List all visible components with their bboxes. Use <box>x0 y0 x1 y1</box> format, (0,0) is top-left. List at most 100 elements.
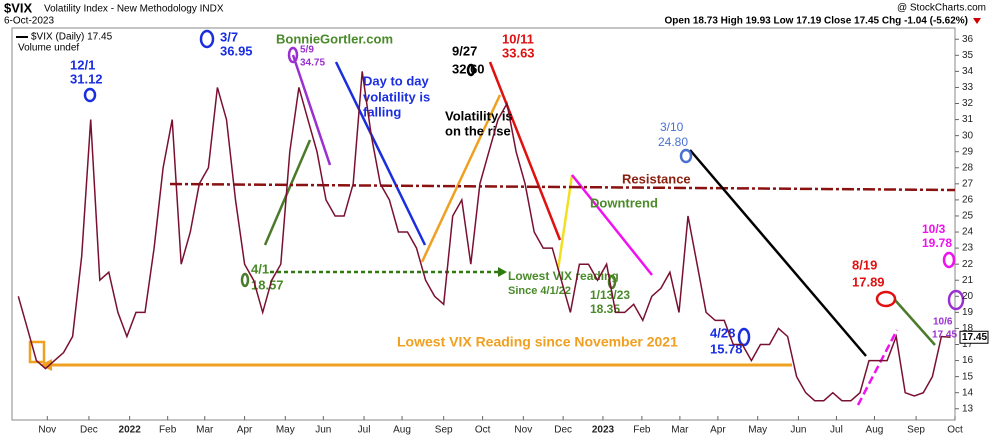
x-tick-label: Sep <box>435 425 453 436</box>
y-tick-label: 16 <box>962 355 974 366</box>
x-tick-label: Aug <box>393 425 411 436</box>
annotation: 8/19 <box>852 257 877 272</box>
annotation: Downtrend <box>590 195 658 210</box>
y-tick-label: 35 <box>962 50 974 61</box>
annotation: Resistance <box>622 171 691 186</box>
x-tick-label: Jul <box>358 425 371 436</box>
volume-label: Volume undef <box>18 43 79 54</box>
y-tick-label: 21 <box>962 275 974 286</box>
circle <box>947 289 965 311</box>
x-tick-label: Jun <box>315 425 331 436</box>
annotation: 33.63 <box>502 45 535 60</box>
circle <box>466 63 476 77</box>
arrow-head <box>40 359 52 371</box>
x-tick-label: Mar <box>671 425 689 436</box>
annotation: Volatility is <box>445 108 513 123</box>
y-tick-label: 25 <box>962 211 974 222</box>
y-tick-label: 28 <box>962 162 974 173</box>
annotation: Since 4/1/22 <box>508 285 571 297</box>
x-tick-label: 2022 <box>119 425 142 436</box>
annotation: 5/9 <box>300 45 314 56</box>
circle <box>83 87 97 103</box>
x-tick-label: Sep <box>907 425 925 436</box>
annotation: 3/7 <box>220 29 238 44</box>
annotation: BonnieGortler.com <box>276 31 393 46</box>
x-tick-label: Mar <box>196 425 214 436</box>
x-tick-label: Dec <box>554 425 572 436</box>
annotation: 12/1 <box>70 57 95 72</box>
annotation: Lowest VIX reading <box>508 269 619 283</box>
annotation-lines <box>28 54 956 406</box>
annotation: 4/28 <box>710 325 735 340</box>
circle <box>875 290 897 308</box>
plot-frame <box>11 27 956 421</box>
trend-line <box>556 174 574 271</box>
annotation: 36.95 <box>220 43 253 58</box>
annotation: on the rise <box>445 123 511 138</box>
annotation: 10/6 <box>933 317 953 328</box>
annotation: 31.12 <box>70 71 103 86</box>
y-tick-label: 20 <box>962 291 974 302</box>
trend-line <box>689 149 867 357</box>
annotation: 9/27 <box>452 43 477 58</box>
x-tick-label: Oct <box>947 425 963 436</box>
annotation: 18.57 <box>251 277 284 292</box>
y-tick-label: 29 <box>962 146 974 157</box>
last-price-box <box>959 330 989 344</box>
annotation: 19.78 <box>922 236 952 250</box>
x-tick-label: May <box>748 425 767 436</box>
annotation: 17.89 <box>852 274 885 289</box>
y-tick-label: 27 <box>962 178 974 189</box>
y-tick-label: 15 <box>962 371 974 382</box>
circle <box>942 251 956 269</box>
x-tick-label: Nov <box>38 425 56 436</box>
trend-line <box>571 174 653 276</box>
date: 6-Oct-2023 <box>4 16 54 27</box>
annotation: Day to day <box>363 73 430 88</box>
annotation: volatility is <box>363 89 430 104</box>
y-tick-label: 22 <box>962 259 974 270</box>
x-tick-label: Feb <box>633 425 651 436</box>
annotation: 4/1 <box>251 261 269 276</box>
down-arrow <box>973 18 981 24</box>
y-tick-label: 17 <box>962 339 974 350</box>
circle <box>737 327 751 347</box>
trend-line <box>263 139 312 246</box>
annotation: 17.45 <box>932 330 957 341</box>
y-tick-label: 18 <box>962 323 974 334</box>
circle <box>199 29 215 49</box>
x-tick-label: Feb <box>159 425 177 436</box>
annotation: 18.35 <box>590 302 620 316</box>
x-tick-label: Nov <box>514 425 532 436</box>
x-tick-label: Jun <box>790 425 806 436</box>
x-tick-label: 2023 <box>592 425 615 436</box>
source: @ StockCharts.com <box>897 3 986 14</box>
y-tick-label: 24 <box>962 227 974 238</box>
x-tick-label: May <box>276 425 295 436</box>
y-tick-label: 30 <box>962 130 974 141</box>
trend-line <box>894 299 936 346</box>
y-tick-label: 34 <box>962 66 974 77</box>
y-tick-label: 32 <box>962 98 974 109</box>
x-tick-label: Jul <box>830 425 843 436</box>
last-price-label: 17.45 <box>962 332 987 343</box>
y-tick-label: 23 <box>962 243 974 254</box>
x-tick-label: Dec <box>80 425 98 436</box>
x-tick-label: Apr <box>710 425 726 436</box>
annotation: 10/11 <box>502 31 534 46</box>
annotation: Lowest VIX Reading since November 2021 <box>397 334 678 350</box>
circle <box>679 148 693 164</box>
x-tick-label: Apr <box>237 425 253 436</box>
name: Volatility Index - New Methodology INDX <box>44 4 224 15</box>
y-tick-label: 26 <box>962 195 974 206</box>
y-tick-label: 19 <box>962 307 974 318</box>
circles <box>83 29 965 347</box>
y-tick-label: 31 <box>962 114 974 125</box>
y-tick-label: 14 <box>962 387 974 398</box>
symbol: $VIX <box>4 0 33 15</box>
trend-line <box>420 94 502 263</box>
annotation: 10/3 <box>922 222 946 236</box>
x-tick-label: Oct <box>475 425 491 436</box>
y-tick-label: 13 <box>962 403 974 414</box>
